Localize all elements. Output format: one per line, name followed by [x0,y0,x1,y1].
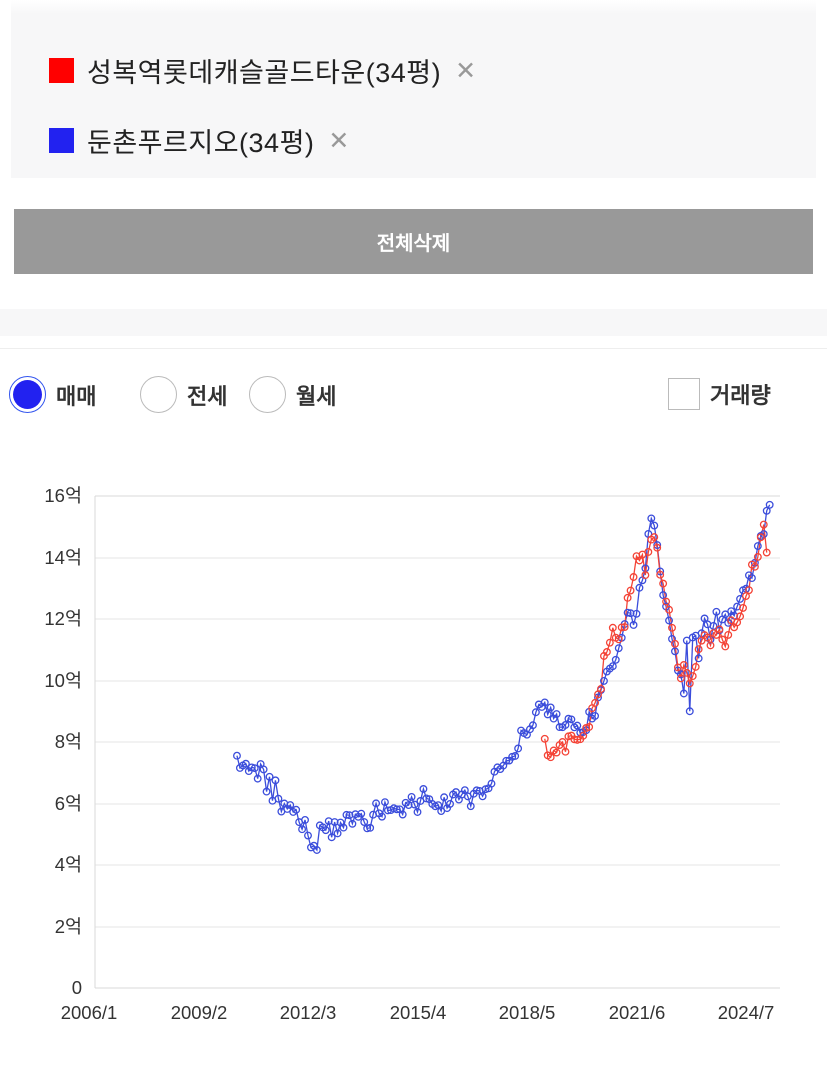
svg-text:2018/5: 2018/5 [499,1002,556,1023]
svg-text:8억: 8억 [55,731,82,752]
svg-text:12억: 12억 [44,608,82,629]
svg-text:10억: 10억 [44,670,82,691]
svg-text:4억: 4억 [55,854,82,875]
svg-text:2억: 2억 [55,916,82,937]
svg-text:2024/7: 2024/7 [718,1002,775,1023]
svg-text:2009/2: 2009/2 [171,1002,228,1023]
svg-text:0: 0 [72,977,82,998]
svg-text:14억: 14억 [44,547,82,568]
svg-text:16억: 16억 [44,485,82,506]
svg-text:2012/3: 2012/3 [280,1002,337,1023]
svg-text:6억: 6억 [55,793,82,814]
svg-text:2006/1: 2006/1 [61,1002,118,1023]
svg-text:2021/6: 2021/6 [609,1002,666,1023]
svg-text:2015/4: 2015/4 [390,1002,447,1023]
